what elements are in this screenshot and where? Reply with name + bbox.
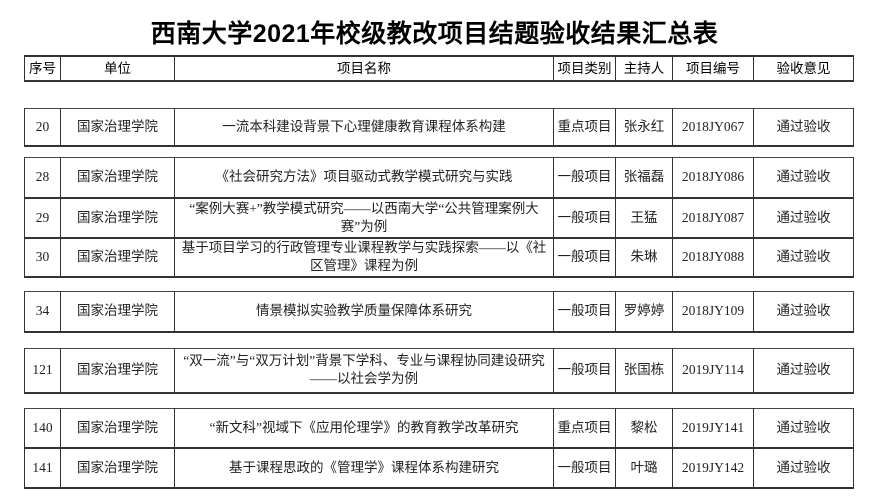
cell-name: 情景模拟实验教学质量保障体系研究 (174, 291, 554, 333)
cell-category: 一般项目 (553, 197, 616, 239)
cell-result: 通过验收 (753, 408, 854, 449)
cell-no: 28 (24, 157, 61, 199)
cell-category: 一般项目 (553, 447, 616, 489)
cell-unit: 国家治理学院 (60, 291, 175, 333)
cell-name: “双一流”与“双万计划”背景下学科、专业与课程协同建设研究——以社会学为例 (174, 348, 554, 394)
cell-unit: 国家治理学院 (60, 157, 175, 199)
cell-result: 通过验收 (753, 348, 854, 394)
cell-result: 通过验收 (753, 291, 854, 333)
header-unit: 单位 (60, 55, 175, 82)
cell-leader: 罗婷婷 (615, 291, 673, 333)
table-row: 20 国家治理学院 一流本科建设背景下心理健康教育课程体系构建 重点项目 张永红 2018… (24, 108, 854, 147)
table-row: 121 国家治理学院 “双一流”与“双万计划”背景下学科、专业与课程协同建设研究——… (24, 348, 854, 394)
table-group: 28 国家治理学院 《社会研究方法》项目驱动式教学模式研究与实践 一般项目 张福磊 201… (24, 157, 854, 278)
cell-no: 30 (24, 237, 61, 278)
cell-code: 2019JY114 (672, 348, 754, 394)
cell-leader: 黎松 (615, 408, 673, 449)
table-group: 121 国家治理学院 “双一流”与“双万计划”背景下学科、专业与课程协同建设研究——… (24, 348, 854, 394)
cell-result: 通过验收 (753, 237, 854, 278)
cell-no: 141 (24, 447, 61, 489)
cell-leader: 张福磊 (615, 157, 673, 199)
cell-category: 一般项目 (553, 348, 616, 394)
cell-leader: 张永红 (615, 108, 673, 147)
cell-unit: 国家治理学院 (60, 108, 175, 147)
table-row: 29 国家治理学院 “案例大赛+”教学模式研究——以西南大学“公共管理案例大赛”为例… (24, 197, 854, 239)
cell-leader: 叶璐 (615, 447, 673, 489)
table-group: 140 国家治理学院 “新文科”视域下《应用伦理学》的教育教学改革研究 重点项目 黎松 2… (24, 408, 854, 489)
cell-name: 《社会研究方法》项目驱动式教学模式研究与实践 (174, 157, 554, 199)
cell-unit: 国家治理学院 (60, 348, 175, 394)
cell-code: 2018JY067 (672, 108, 754, 147)
cell-unit: 国家治理学院 (60, 197, 175, 239)
cell-code: 2018JY088 (672, 237, 754, 278)
header-code: 项目编号 (672, 55, 754, 82)
cell-no: 20 (24, 108, 61, 147)
cell-code: 2019JY142 (672, 447, 754, 489)
cell-result: 通过验收 (753, 108, 854, 147)
cell-name: “新文科”视域下《应用伦理学》的教育教学改革研究 (174, 408, 554, 449)
header-result: 验收意见 (753, 55, 854, 82)
cell-result: 通过验收 (753, 197, 854, 239)
table-group: 34 国家治理学院 情景模拟实验教学质量保障体系研究 一般项目 罗婷婷 2018JY109… (24, 291, 854, 333)
table-row: 141 国家治理学院 基于课程思政的《管理学》课程体系构建研究 一般项目 叶璐 2019J… (24, 447, 854, 489)
table-row: 30 国家治理学院 基于项目学习的行政管理专业课程教学与实践探索——以《社区管理》课… (24, 237, 854, 278)
cell-code: 2019JY141 (672, 408, 754, 449)
cell-result: 通过验收 (753, 447, 854, 489)
header-leader: 主持人 (615, 55, 673, 82)
cell-category: 重点项目 (553, 408, 616, 449)
cell-name: 基于课程思政的《管理学》课程体系构建研究 (174, 447, 554, 489)
cell-no: 121 (24, 348, 61, 394)
cell-name: “案例大赛+”教学模式研究——以西南大学“公共管理案例大赛”为例 (174, 197, 554, 239)
cell-no: 140 (24, 408, 61, 449)
cell-leader: 张国栋 (615, 348, 673, 394)
cell-leader: 王猛 (615, 197, 673, 239)
table-row: 28 国家治理学院 《社会研究方法》项目驱动式教学模式研究与实践 一般项目 张福磊 201… (24, 157, 854, 199)
cell-unit: 国家治理学院 (60, 408, 175, 449)
cell-leader: 朱琳 (615, 237, 673, 278)
cell-result: 通过验收 (753, 157, 854, 199)
table-header: 序号 单位 项目名称 项目类别 主持人 项目编号 验收意见 (24, 55, 854, 82)
cell-code: 2018JY086 (672, 157, 754, 199)
cell-code: 2018JY087 (672, 197, 754, 239)
cell-name: 基于项目学习的行政管理专业课程教学与实践探索——以《社区管理》课程为例 (174, 237, 554, 278)
table-group: 20 国家治理学院 一流本科建设背景下心理健康教育课程体系构建 重点项目 张永红 2018… (24, 108, 854, 147)
header-name: 项目名称 (174, 55, 554, 82)
cell-unit: 国家治理学院 (60, 447, 175, 489)
cell-no: 34 (24, 291, 61, 333)
page-title: 西南大学2021年校级教改项目结题验收结果汇总表 (150, 20, 719, 48)
cell-category: 重点项目 (553, 108, 616, 147)
table-row: 140 国家治理学院 “新文科”视域下《应用伦理学》的教育教学改革研究 重点项目 黎松 2… (24, 408, 854, 449)
cell-category: 一般项目 (553, 291, 616, 333)
cell-category: 一般项目 (553, 157, 616, 199)
table-row: 34 国家治理学院 情景模拟实验教学质量保障体系研究 一般项目 罗婷婷 2018JY109… (24, 291, 854, 333)
header-category: 项目类别 (553, 55, 616, 82)
header-no: 序号 (24, 55, 61, 82)
cell-unit: 国家治理学院 (60, 237, 175, 278)
cell-category: 一般项目 (553, 237, 616, 278)
cell-name: 一流本科建设背景下心理健康教育课程体系构建 (174, 108, 554, 147)
cell-no: 29 (24, 197, 61, 239)
cell-code: 2018JY109 (672, 291, 754, 333)
